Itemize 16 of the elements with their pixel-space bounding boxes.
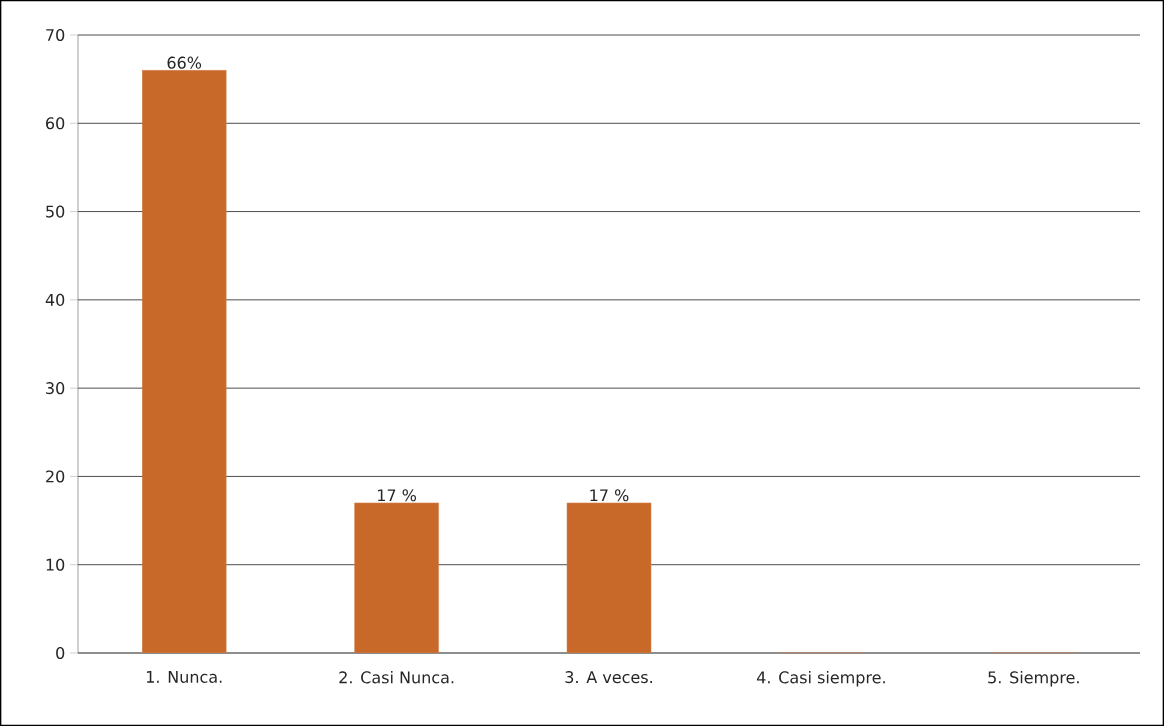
y-tick-label: 20 (46, 470, 65, 483)
y-tick-label: 50 (46, 205, 65, 218)
y-tick-label: 30 (46, 382, 65, 395)
data-label: 66% (167, 56, 202, 69)
x-tick-label: 1. Nunca. (146, 671, 222, 683)
y-tick-label: 70 (46, 28, 65, 42)
data-label: 17 % (378, 489, 417, 502)
y-tick-label: 40 (45, 293, 65, 306)
x-tick-label: 3. A veces. (565, 671, 652, 684)
y-tick-label: 10 (46, 558, 65, 571)
x-tick-label: 4. Casi siempre. (756, 671, 885, 687)
x-tick-label: 2. Casi Nunca. (339, 671, 454, 684)
y-tick-label: 60 (46, 117, 65, 130)
data-label: 17 % (590, 489, 629, 502)
y-tick-label: 0 (56, 646, 65, 660)
x-tick-label: 5. Siempre. (988, 671, 1079, 687)
